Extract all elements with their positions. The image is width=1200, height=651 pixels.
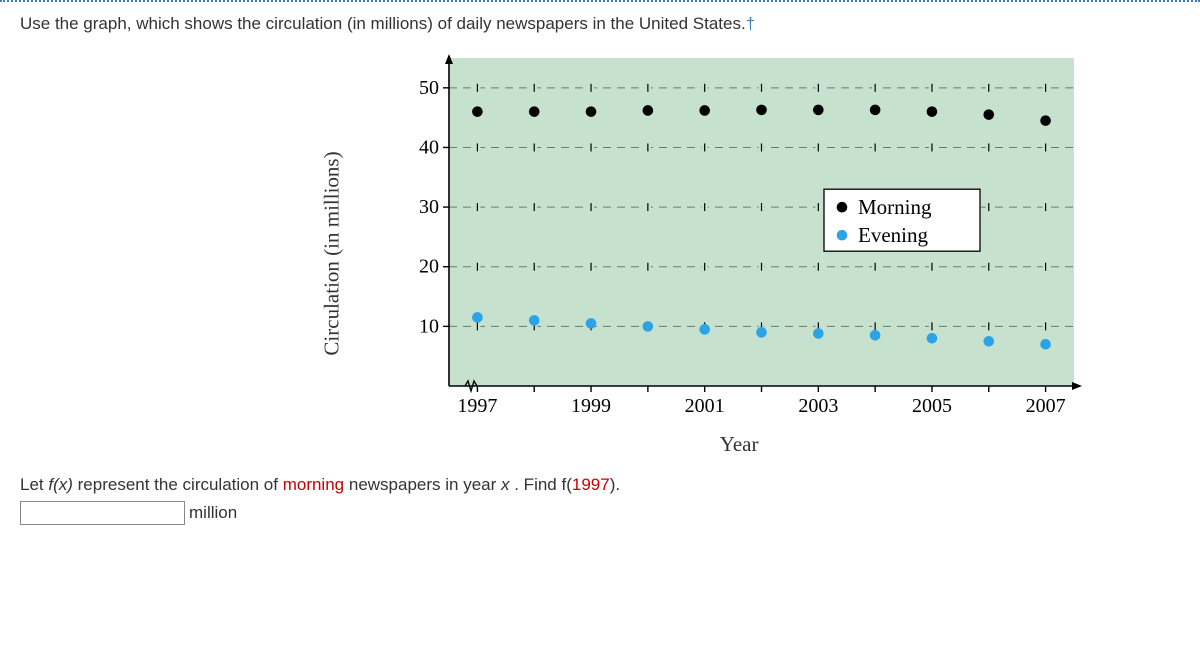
svg-text:2005: 2005	[912, 395, 952, 417]
svg-text:10: 10	[419, 315, 439, 337]
svg-text:20: 20	[419, 256, 439, 278]
svg-text:30: 30	[419, 196, 439, 218]
dagger-symbol: †	[746, 14, 755, 33]
svg-text:2003: 2003	[798, 395, 838, 417]
svg-text:Morning: Morning	[858, 195, 932, 219]
top-dashed-rule	[0, 0, 1200, 2]
x-var: x	[501, 475, 510, 494]
svg-text:1997: 1997	[458, 395, 498, 417]
svg-text:40: 40	[419, 136, 439, 158]
x-axis-label: Year	[720, 432, 759, 457]
answer-unit: million	[189, 503, 237, 523]
svg-text:1999: 1999	[571, 395, 611, 417]
svg-text:2001: 2001	[685, 395, 725, 417]
chart-container: Circulation (in millions) 10 20 30 40 50 1997…	[230, 50, 1180, 457]
svg-text:Evening: Evening	[858, 223, 928, 247]
highlight-year: 1997	[572, 475, 610, 494]
problem-content: Use the graph, which shows the circulati…	[0, 0, 1200, 525]
highlight-morning: morning	[283, 475, 344, 494]
instruction-main: Use the graph, which shows the circulati…	[20, 14, 746, 33]
answer-row: million	[20, 501, 1180, 525]
fx-notation: f(x)	[48, 475, 73, 494]
circulation-chart: 10 20 30 40 50 1997 1999 2001 2003 2005 2007 Mornin…	[394, 50, 1084, 430]
svg-text:2007: 2007	[1026, 395, 1066, 417]
instruction-text: Use the graph, which shows the circulati…	[20, 12, 1180, 36]
question-text: Let f(x) represent the circulation of mo…	[20, 475, 1180, 495]
y-axis-label: Circulation (in millions)	[320, 151, 345, 355]
svg-text:50: 50	[419, 77, 439, 99]
answer-input[interactable]	[20, 501, 185, 525]
